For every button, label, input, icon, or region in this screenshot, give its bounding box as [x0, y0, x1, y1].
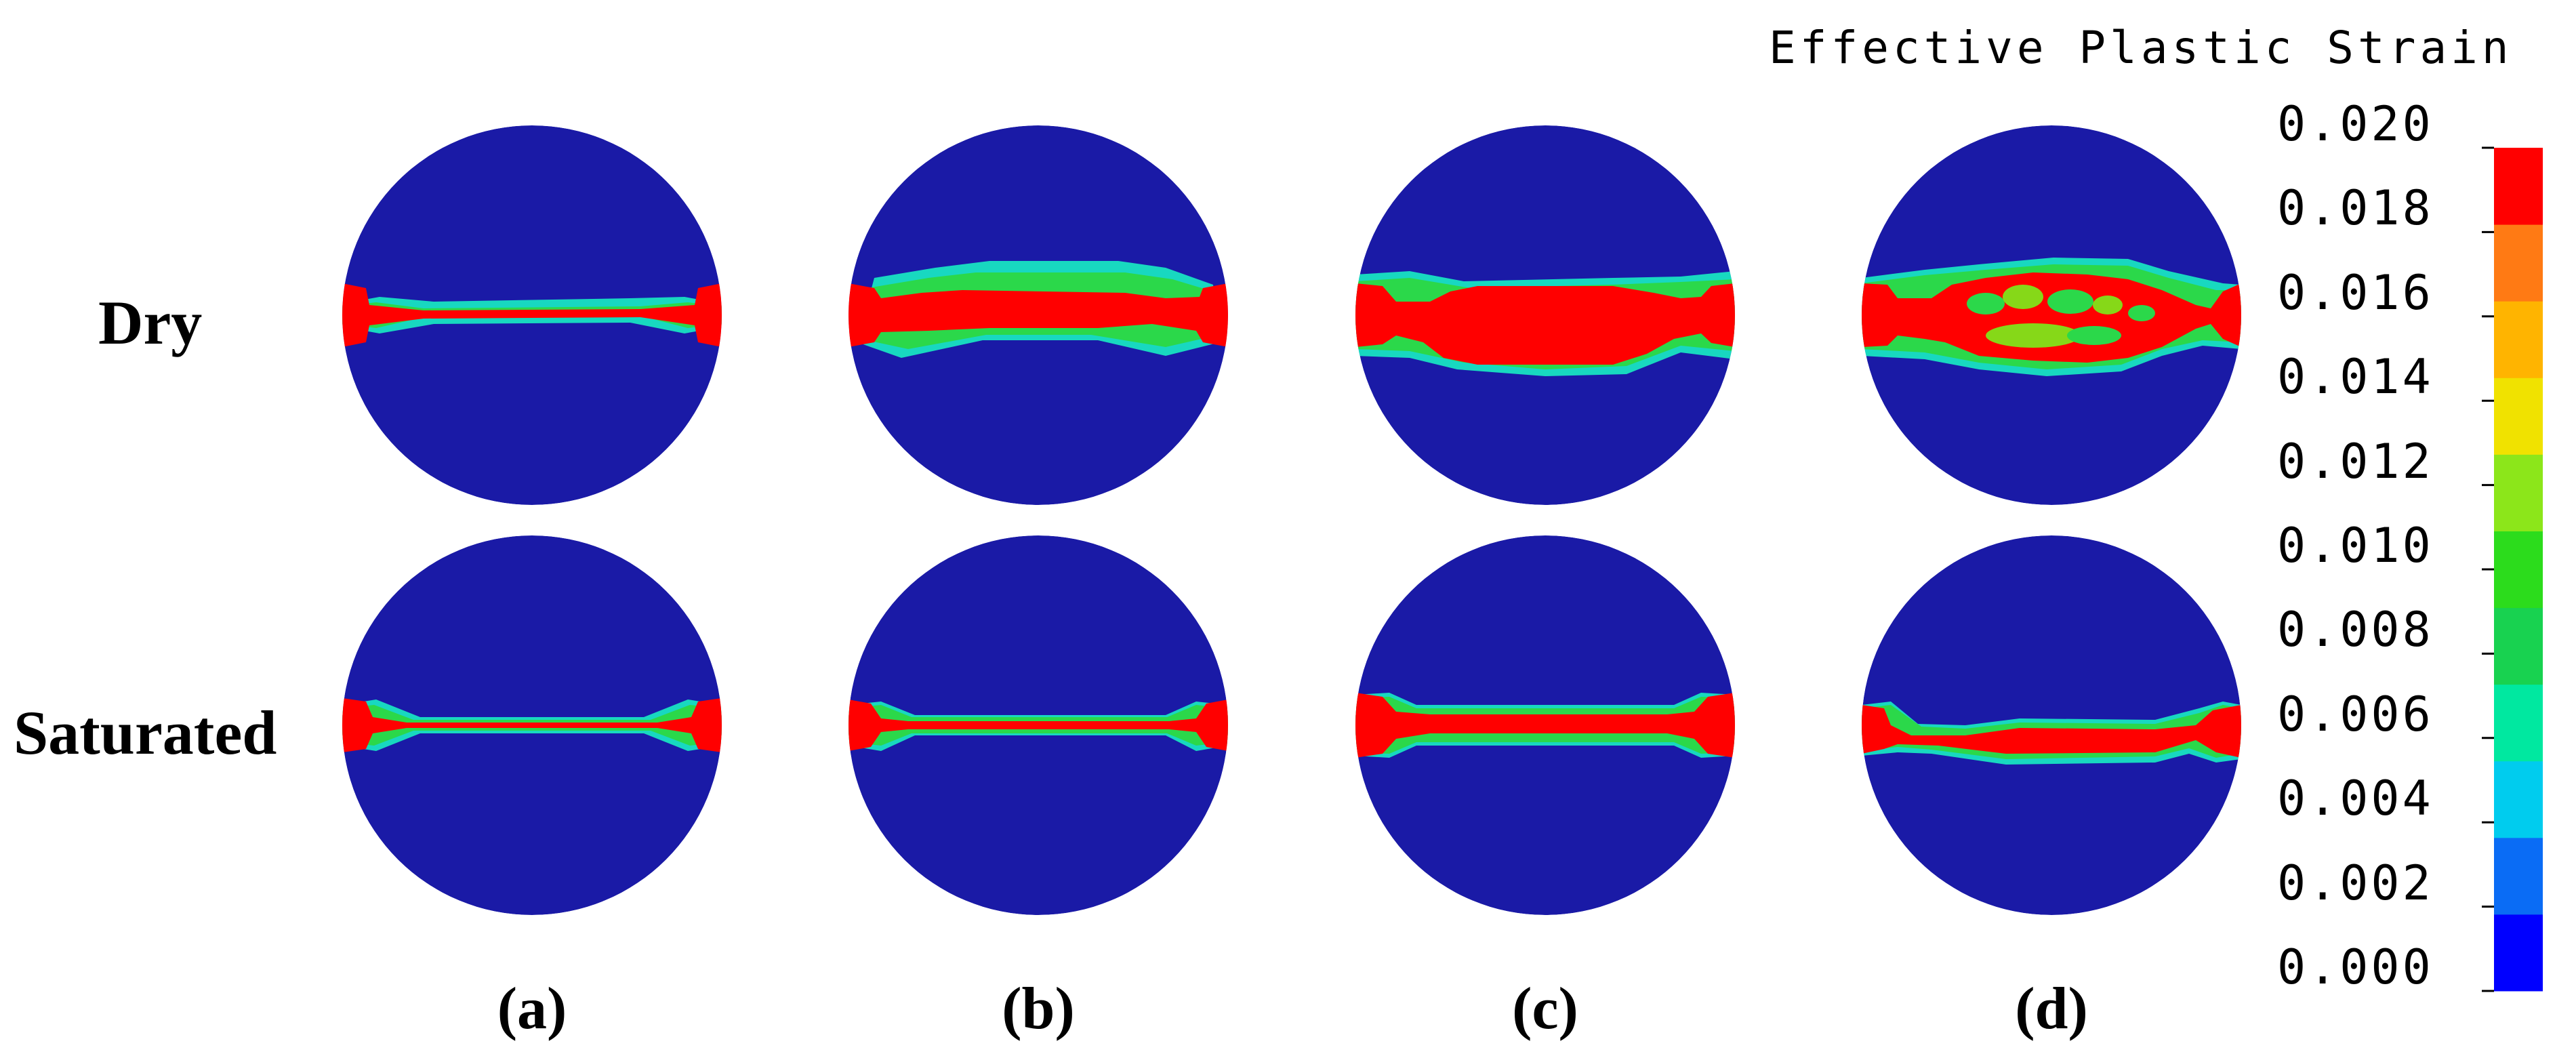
legend-tick-label: 0.018 [2277, 180, 2434, 237]
legend-color-segment [2494, 531, 2543, 609]
legend-color-segment [2494, 607, 2543, 685]
legend-color-segment [2494, 148, 2543, 225]
legend-tick-label: 0.020 [2277, 96, 2434, 152]
specimen-dry-a [342, 125, 722, 505]
legend-tick-label: 0.004 [2277, 771, 2434, 827]
legend-tick-label: 0.008 [2277, 602, 2434, 658]
legend-color-segment [2494, 684, 2543, 762]
specimen-dry-d [1862, 125, 2241, 505]
legend-tick-label: 0.012 [2277, 433, 2434, 489]
specimen-dry-b [849, 125, 1228, 505]
row-label-saturated: Saturated [14, 698, 277, 767]
legend-tick-label: 0.006 [2277, 686, 2434, 742]
panel-label-d: (d) [2015, 976, 2088, 1042]
legend-color-segment [2494, 914, 2543, 992]
legend-tick-label: 0.014 [2277, 349, 2434, 405]
legend-color-segment [2494, 454, 2543, 531]
legend-tick-label: 0.010 [2277, 518, 2434, 573]
specimen-saturated-b [849, 535, 1228, 915]
legend-tick-marks [2482, 146, 2494, 992]
row-label-dry: Dry [98, 288, 203, 357]
legend-color-segment [2494, 224, 2543, 302]
legend-title: Effective Plastic Strain [1769, 22, 2513, 74]
specimen-dry-c [1355, 125, 1735, 505]
legend-tick-label: 0.016 [2277, 264, 2434, 321]
legend-color-segment [2494, 378, 2543, 455]
legend-tick-label: 0.000 [2277, 939, 2434, 995]
specimen-saturated-a [342, 535, 722, 915]
panel-label-a: (a) [497, 976, 567, 1042]
legend-color-segment [2494, 301, 2543, 378]
legend-color-segment [2494, 837, 2543, 915]
panel-label-c: (c) [1512, 976, 1578, 1042]
specimen-saturated-c [1355, 535, 1735, 915]
specimen-saturated-d [1862, 535, 2241, 915]
legend-color-segment [2494, 760, 2543, 838]
legend-tick-label: 0.002 [2277, 855, 2434, 911]
legend-colorbar [2494, 148, 2543, 992]
panel-label-b: (b) [1002, 976, 1075, 1042]
